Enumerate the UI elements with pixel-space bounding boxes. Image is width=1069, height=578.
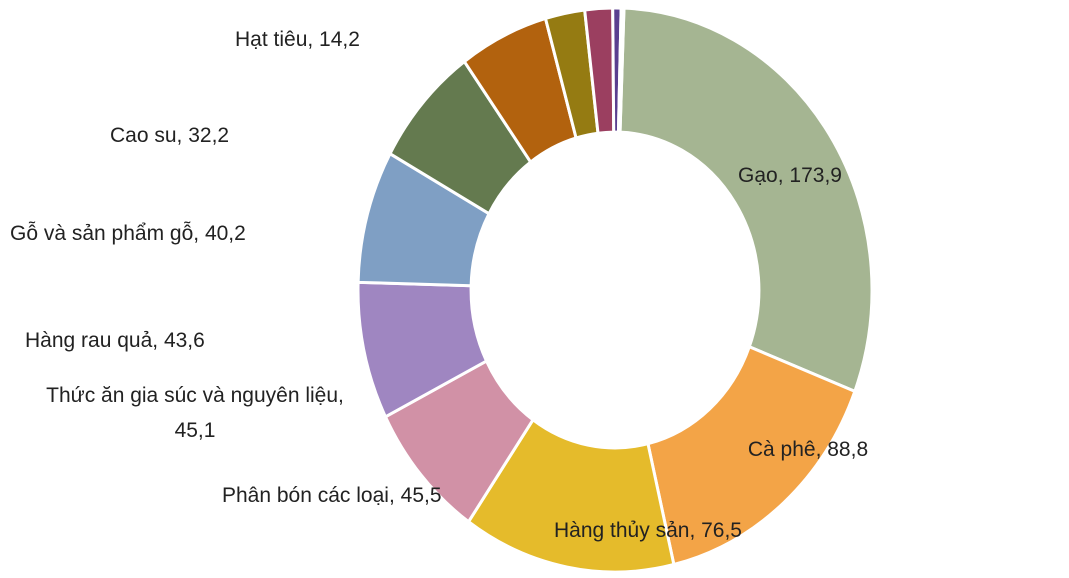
data-label: Gạo, 173,9 xyxy=(738,164,842,187)
data-label: Gỗ và sản phẩm gỗ, 40,2 xyxy=(10,222,246,245)
label-value: 45,1 xyxy=(174,419,216,442)
label-category: Phân bón các loại xyxy=(222,484,389,507)
data-label: Cà phê, 88,8 xyxy=(747,438,869,461)
label-category: Hàng thủy sản xyxy=(554,519,690,542)
slice xyxy=(618,6,874,394)
data-label: Cao su, 32,2 xyxy=(110,124,230,147)
label-value: 40,2 xyxy=(204,222,246,245)
data-label: Hàng rau quả, 43,6 xyxy=(25,329,205,352)
label-category: Hàng rau quả xyxy=(25,329,153,352)
label-category: Thức ăn gia súc và nguyên liệu xyxy=(46,384,339,407)
data-label: Thức ăn gia súc và nguyên liệu, 45,1 xyxy=(46,384,344,442)
label-value: 45,5 xyxy=(400,484,442,507)
data-label: Phân bón các loại, 45,5 xyxy=(222,484,442,507)
slice xyxy=(616,6,626,134)
label-category: Hạt tiêu xyxy=(235,28,308,51)
label-category: Gỗ và sản phẩm gỗ xyxy=(10,222,194,245)
data-label: Hạt tiêu, 14,2 xyxy=(235,28,360,51)
label-value: 43,6 xyxy=(163,329,205,352)
label-value: 88,8 xyxy=(827,438,869,461)
label-value: 32,2 xyxy=(188,124,230,147)
slice xyxy=(646,344,857,567)
label-value: 76,5 xyxy=(701,519,742,542)
label-category: Cao su xyxy=(110,124,177,147)
label-category: Cà phê xyxy=(747,438,816,461)
label-value: 14,2 xyxy=(319,28,360,51)
label-category: Gạo xyxy=(738,164,778,187)
label-value: 173,9 xyxy=(789,164,842,187)
data-label: Hàng thủy sản, 76,5 xyxy=(554,519,742,542)
